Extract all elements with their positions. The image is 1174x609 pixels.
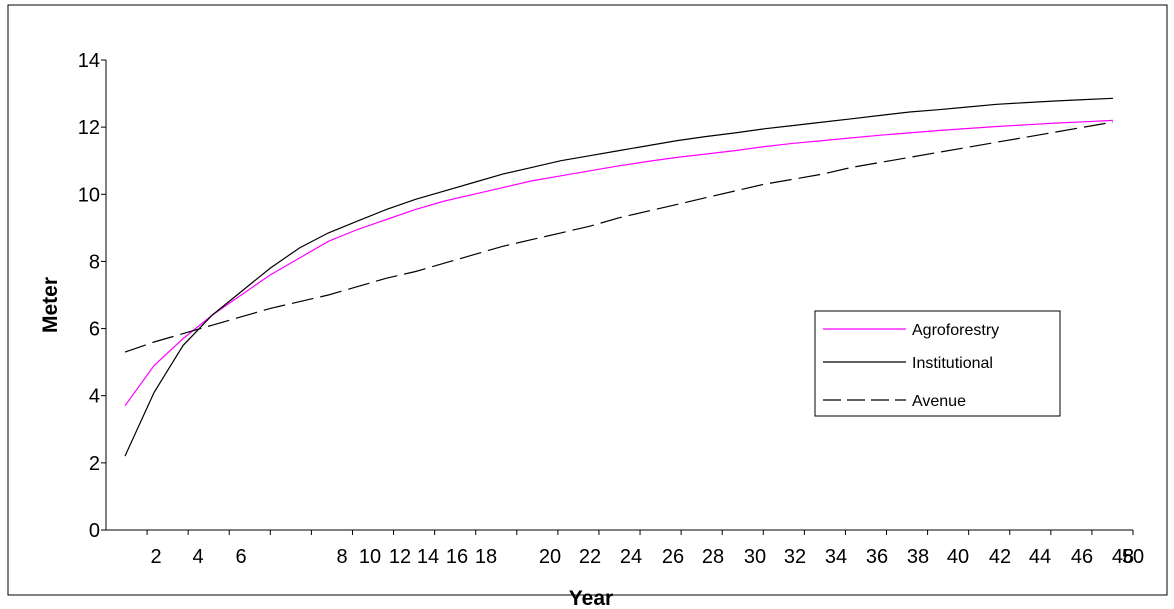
x-tick-label: 18 bbox=[475, 546, 497, 568]
series-line-agroforestry bbox=[124, 119, 1114, 407]
x-tick-label: 12 bbox=[389, 546, 411, 568]
x-tick-label: 36 bbox=[866, 546, 888, 568]
x-tick-label: 30 bbox=[744, 546, 766, 568]
legend: Agroforestry Institutional Avenue bbox=[814, 310, 1061, 417]
x-tick-label: 8 bbox=[336, 546, 347, 568]
x-tick-label: 2 bbox=[150, 546, 161, 568]
chart-frame bbox=[7, 4, 1168, 596]
y-axis-ticks: 0 2 4 6 8 10 12 14 bbox=[78, 50, 106, 542]
plot-lines bbox=[124, 97, 1114, 457]
y-axis-title: Meter bbox=[39, 277, 62, 333]
y-tick-label: 4 bbox=[89, 386, 100, 408]
series-line-institutional bbox=[124, 97, 1114, 457]
x-tick-label: 28 bbox=[702, 546, 724, 568]
x-tick-label: 26 bbox=[662, 546, 684, 568]
y-tick-label: 2 bbox=[89, 453, 100, 475]
x-tick-label: 24 bbox=[620, 546, 642, 568]
x-tick-label: 4 bbox=[192, 546, 203, 568]
x-tick-label: 46 bbox=[1071, 546, 1093, 568]
y-tick-label: 14 bbox=[78, 50, 100, 72]
x-tick-label: 40 bbox=[947, 546, 969, 568]
x-tick-label: 42 bbox=[989, 546, 1011, 568]
y-tick-label: 8 bbox=[89, 251, 100, 273]
legend-label-agroforestry: Agroforestry bbox=[912, 322, 999, 339]
y-tick-label: 0 bbox=[89, 520, 100, 542]
legend-label-avenue: Avenue bbox=[912, 393, 966, 410]
x-axis-ticks: 2 4 6 8 10 12 14 16 18 20 22 24 26 28 30 32 34 36 38 40 42 44… bbox=[146, 530, 1144, 568]
x-tick-label: 14 bbox=[417, 546, 439, 568]
x-tick-label: 20 bbox=[539, 546, 561, 568]
y-tick-label: 12 bbox=[78, 117, 100, 139]
y-tick-label: 10 bbox=[78, 184, 100, 206]
legend-label-institutional: Institutional bbox=[912, 355, 993, 372]
x-tick-label: 6 bbox=[235, 546, 246, 568]
x-tick-label: 38 bbox=[907, 546, 929, 568]
x-tick-label: 44 bbox=[1029, 546, 1051, 568]
series-line-avenue bbox=[124, 121, 1114, 353]
x-tick-label: 16 bbox=[446, 546, 468, 568]
x-tick-label: 32 bbox=[784, 546, 806, 568]
x-axis-title: Year bbox=[569, 587, 613, 609]
x-tick-label: 34 bbox=[825, 546, 847, 568]
x-tick-label: 48 bbox=[1112, 546, 1134, 568]
x-tick-label: 22 bbox=[579, 546, 601, 568]
x-tick-label: 50 bbox=[1122, 546, 1144, 568]
y-tick-label: 6 bbox=[89, 319, 100, 341]
x-tick-label: 10 bbox=[359, 546, 381, 568]
